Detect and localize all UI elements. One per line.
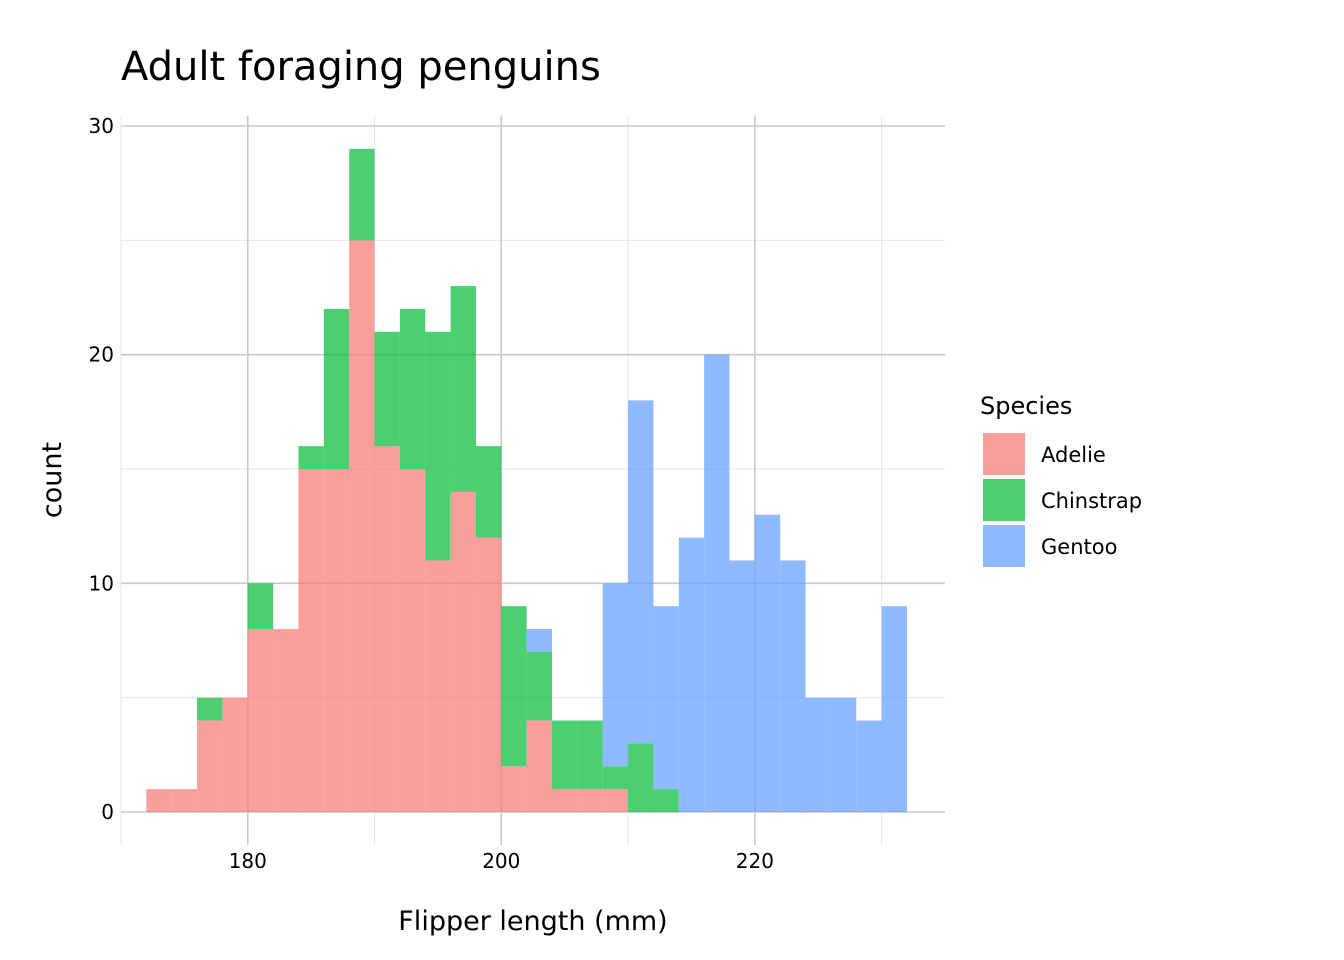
bar-chinstrap-188 xyxy=(349,148,375,241)
bar-gentoo-222 xyxy=(780,560,806,812)
bar-adelie-184 xyxy=(298,469,324,812)
legend-label-chinstrap: Chinstrap xyxy=(1041,489,1142,513)
legend-label-adelie: Adelie xyxy=(1041,443,1106,467)
bar-chinstrap-208 xyxy=(602,766,629,790)
bar-adelie-192 xyxy=(399,469,426,812)
y-tick-label: 0 xyxy=(101,800,114,824)
x-axis-title: Flipper length (mm) xyxy=(398,906,667,937)
legend-title: Species xyxy=(980,392,1072,420)
bar-chinstrap-210 xyxy=(628,743,654,812)
bar-adelie-188 xyxy=(349,240,375,813)
bar-adelie-198 xyxy=(475,537,502,812)
bar-chinstrap-196 xyxy=(450,286,476,492)
bar-chinstrap-202 xyxy=(526,651,553,721)
legend-swatch-adelie xyxy=(983,433,1025,475)
bar-gentoo-226 xyxy=(830,697,857,812)
bar-chinstrap-198 xyxy=(475,446,502,538)
bar-gentoo-214 xyxy=(678,537,705,812)
bar-chinstrap-206 xyxy=(577,720,603,790)
bar-gentoo-202 xyxy=(526,629,553,652)
bar-chinstrap-200 xyxy=(501,606,527,767)
bar-chinstrap-212 xyxy=(653,789,679,812)
y-axis-title: count xyxy=(37,442,68,518)
bar-gentoo-208 xyxy=(602,583,629,767)
bar-gentoo-210 xyxy=(628,400,654,744)
legend-swatch-chinstrap xyxy=(983,479,1025,521)
histogram-bars xyxy=(146,148,907,813)
bar-gentoo-224 xyxy=(805,697,831,812)
bar-adelie-176 xyxy=(197,720,223,812)
bar-adelie-206 xyxy=(577,789,603,812)
legend-swatch-gentoo xyxy=(983,525,1025,567)
legend-items: Adelie Chinstrap Gentoo xyxy=(983,433,1142,567)
bar-gentoo-218 xyxy=(729,560,755,812)
bar-adelie-186 xyxy=(323,469,350,812)
bar-adelie-172 xyxy=(146,789,172,812)
bar-adelie-182 xyxy=(273,629,299,812)
bar-chinstrap-192 xyxy=(399,308,426,469)
bar-chinstrap-186 xyxy=(323,308,350,469)
axis-ticks: 180 200 220 0 10 20 30 xyxy=(89,114,774,873)
x-tick-label: 220 xyxy=(736,849,774,873)
bar-adelie-204 xyxy=(552,789,578,812)
chart-title: Adult foraging penguins xyxy=(121,44,601,90)
bar-gentoo-228 xyxy=(856,720,882,812)
bar-adelie-190 xyxy=(374,446,400,812)
bar-chinstrap-184 xyxy=(298,446,324,469)
bar-chinstrap-190 xyxy=(374,331,400,447)
bar-adelie-200 xyxy=(501,766,527,812)
legend-label-gentoo: Gentoo xyxy=(1041,535,1117,559)
y-tick-label: 10 xyxy=(89,571,114,595)
bar-chinstrap-176 xyxy=(197,697,223,721)
y-tick-label: 30 xyxy=(89,114,114,138)
bar-gentoo-216 xyxy=(704,354,730,812)
bar-adelie-202 xyxy=(526,720,553,812)
bar-gentoo-212 xyxy=(653,606,679,790)
bar-chinstrap-204 xyxy=(552,720,578,790)
legend: Species Adelie Chinstrap Gentoo xyxy=(980,392,1142,567)
bar-chinstrap-180 xyxy=(247,583,274,630)
bar-gentoo-220 xyxy=(754,514,781,812)
x-tick-label: 200 xyxy=(482,849,520,873)
x-tick-label: 180 xyxy=(229,849,267,873)
bar-adelie-208 xyxy=(602,789,629,812)
bar-adelie-178 xyxy=(222,697,248,812)
y-tick-label: 20 xyxy=(89,343,114,367)
bar-chinstrap-194 xyxy=(425,331,451,561)
bar-gentoo-230 xyxy=(881,606,907,812)
bar-adelie-196 xyxy=(450,491,476,812)
bar-adelie-174 xyxy=(171,789,198,812)
bar-adelie-194 xyxy=(425,560,451,812)
bar-adelie-180 xyxy=(247,629,274,812)
